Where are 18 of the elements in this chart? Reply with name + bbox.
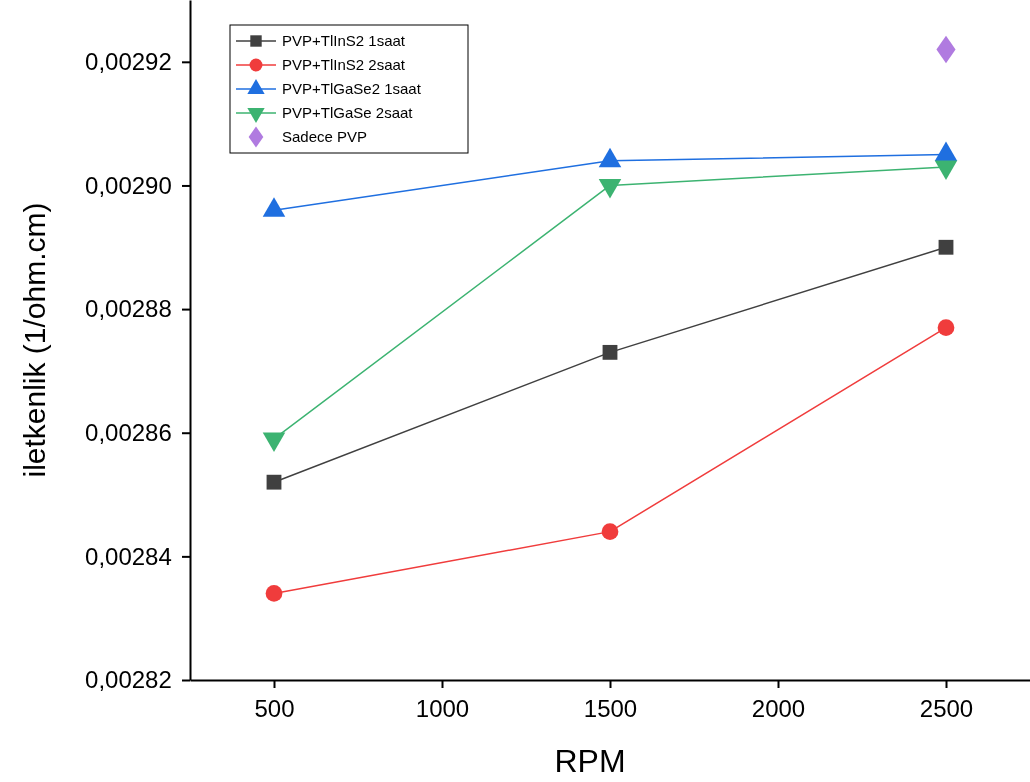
y-tick-label: 0,00292: [85, 48, 172, 75]
x-tick-label: 2000: [751, 695, 806, 723]
legend-label: Sadece PVP: [282, 128, 368, 146]
y-tick-label: 0,00290: [85, 171, 172, 199]
y-tick-label: 0,00282: [85, 666, 172, 694]
legend-label: PVP+TlInS2 1saat: [282, 32, 406, 50]
y-tick-label: 0,00288: [85, 295, 172, 323]
y-axis-title: iletkenlik (1/ohm.cm): [18, 202, 51, 478]
y-tick-label: 0,00286: [85, 418, 172, 446]
legend-label: PVP+TlInS2 2saat: [282, 56, 406, 74]
x-axis-title: RPM: [554, 743, 626, 779]
legend-label: PVP+TlGaSe2 1saat: [282, 80, 422, 98]
x-tick-label: 500: [254, 695, 295, 723]
y-tick-label: 0,00284: [85, 542, 172, 570]
x-tick-label: 1000: [415, 695, 470, 723]
x-tick-label: 2500: [919, 695, 974, 723]
x-tick-label: 1500: [583, 695, 638, 723]
legend-label: PVP+TlGaSe 2saat: [282, 104, 414, 122]
